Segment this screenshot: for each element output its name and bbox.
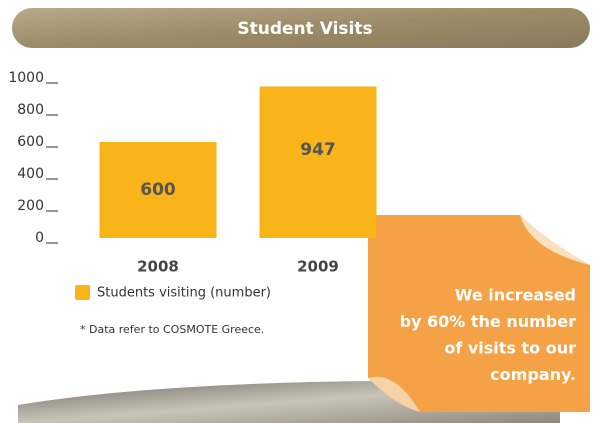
legend-swatch bbox=[75, 285, 90, 300]
legend-label: Students visiting (number) bbox=[97, 286, 271, 301]
bar bbox=[260, 86, 377, 238]
chart-title: Student Visits bbox=[237, 19, 372, 39]
value-label: 947 bbox=[300, 140, 336, 160]
footnote: * Data refer to COSMOTE Greece. bbox=[80, 323, 264, 336]
chart: Student Visits We increased by 60% the nu… bbox=[0, 0, 595, 423]
callout-line: by 60% the number bbox=[400, 312, 577, 331]
x-tick-label: 2008 bbox=[137, 258, 179, 276]
y-tick-label: 1000 bbox=[8, 70, 44, 86]
x-tick-label: 2009 bbox=[297, 258, 339, 276]
callout-line: of visits to our bbox=[444, 339, 576, 358]
y-tick-label: 200 bbox=[17, 198, 44, 214]
callout-line: company. bbox=[490, 365, 576, 384]
y-tick-label: 600 bbox=[17, 134, 44, 150]
y-tick-label: 400 bbox=[17, 166, 44, 182]
callout-line: We increased bbox=[455, 286, 576, 305]
value-label: 600 bbox=[140, 180, 176, 200]
y-tick-label: 0 bbox=[35, 230, 44, 246]
y-tick-label: 800 bbox=[17, 102, 44, 118]
